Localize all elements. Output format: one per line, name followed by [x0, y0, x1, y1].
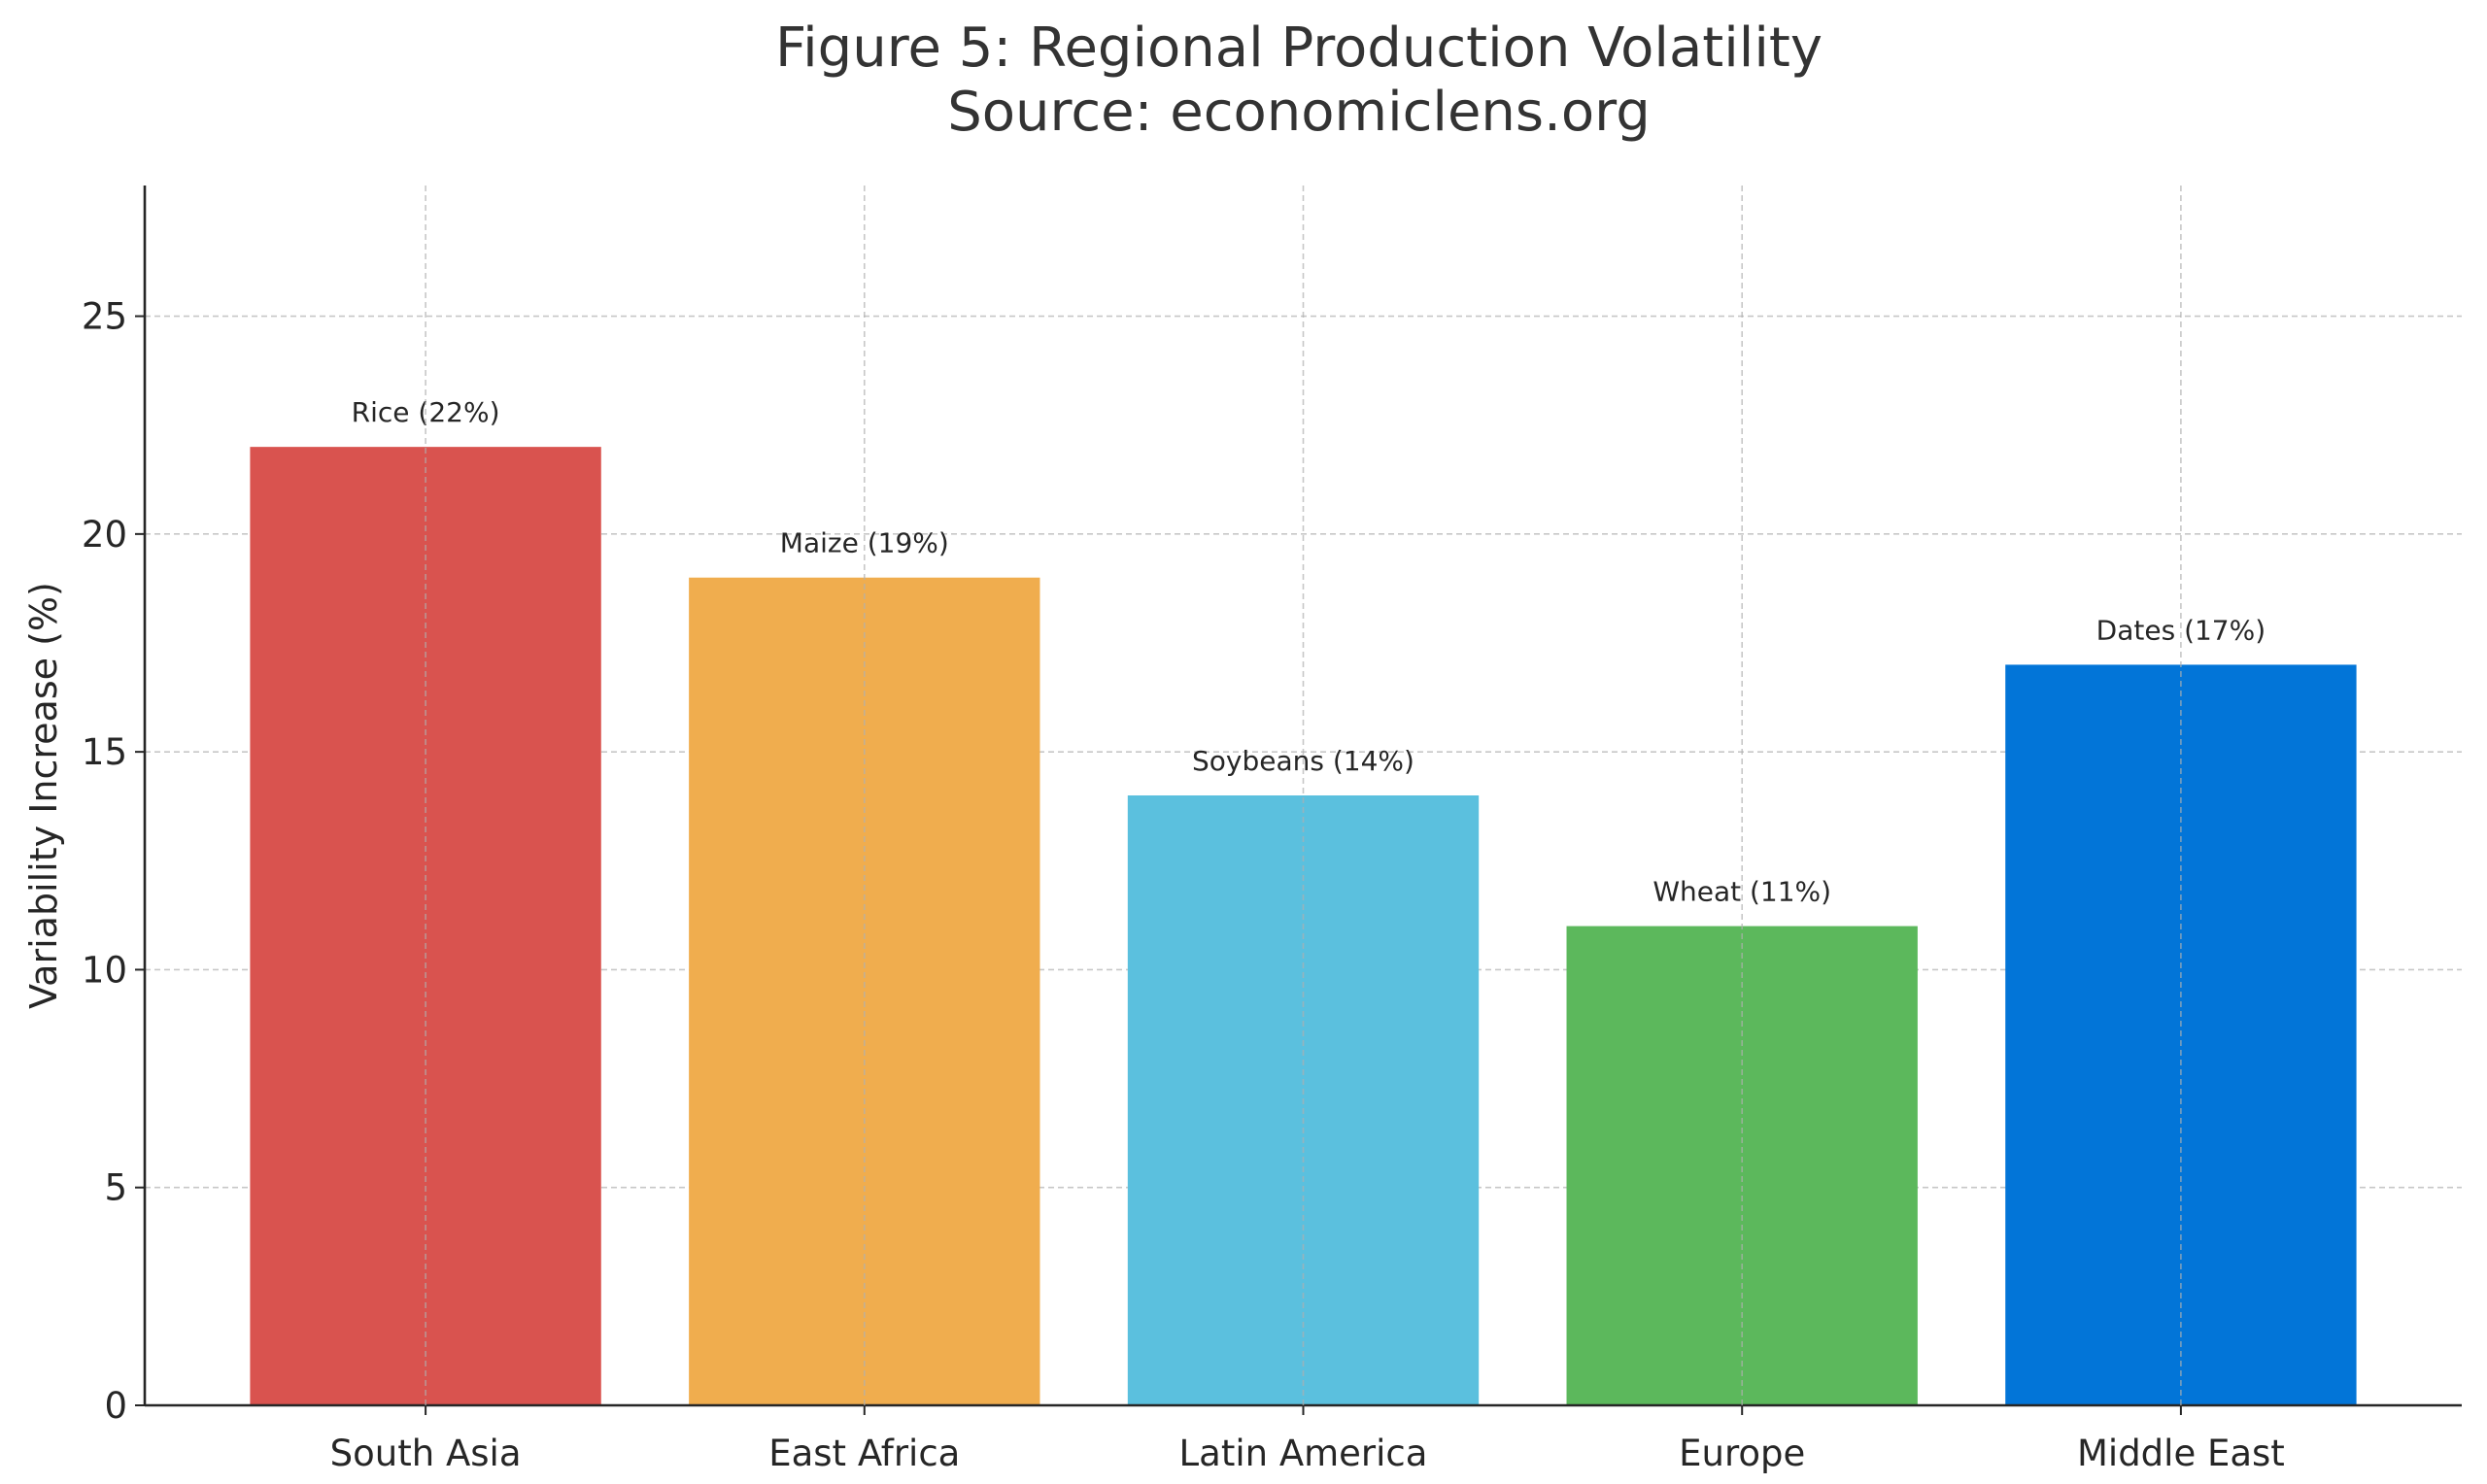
- y-tick-label: 0: [104, 1385, 127, 1427]
- y-tick-label: 25: [82, 296, 127, 338]
- chart-title: Figure 5: Regional Production Volatility: [775, 17, 1823, 80]
- chart-subtitle: Source: economiclens.org: [947, 81, 1651, 144]
- y-tick-label: 15: [82, 731, 127, 773]
- y-tick-label: 20: [82, 514, 127, 556]
- x-tick-label: Europe: [1679, 1433, 1805, 1474]
- bar-value-label: Wheat (11%): [1652, 876, 1831, 908]
- y-tick-label: 10: [82, 949, 127, 991]
- bar-value-label: Maize (19%): [780, 527, 949, 559]
- y-tick-label: 5: [104, 1167, 127, 1209]
- x-tick-label: East Africa: [768, 1433, 960, 1474]
- y-axis-label: Variability Increase (%): [22, 582, 65, 1009]
- x-tick-label: Latin America: [1179, 1433, 1428, 1474]
- x-tick-label: South Asia: [330, 1433, 522, 1474]
- x-tick-label: Middle East: [2077, 1433, 2285, 1474]
- bar-value-label: Dates (17%): [2096, 614, 2266, 646]
